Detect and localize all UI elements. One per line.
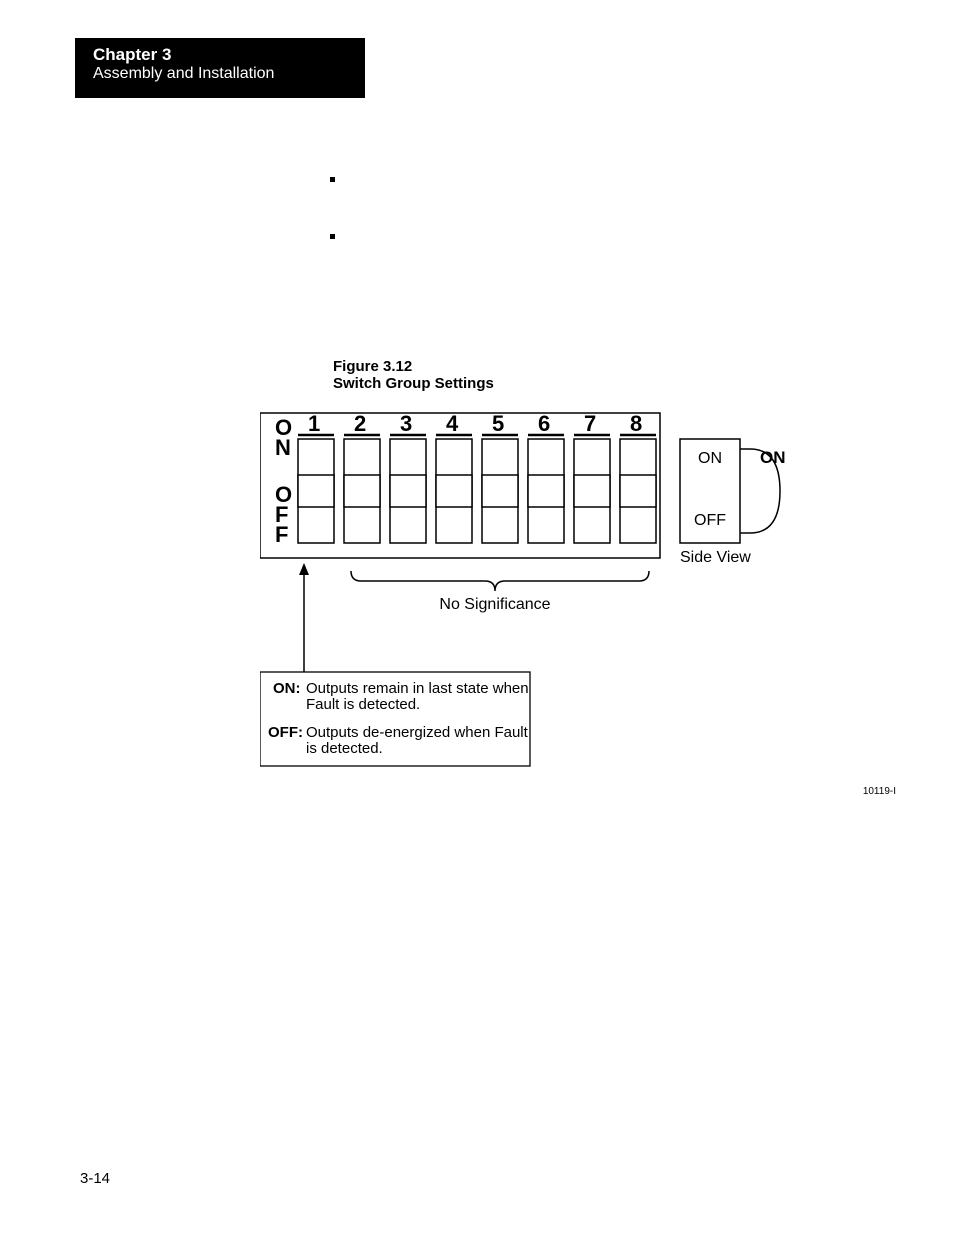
callout-on-prefix: ON:: [273, 680, 301, 697]
doc-id: 10119-I: [863, 786, 896, 797]
sideview-on-label: ON: [698, 450, 722, 467]
switch-number-1: 1: [308, 411, 320, 436]
svg-text:N: N: [275, 435, 291, 460]
switch-number-2: 2: [354, 411, 366, 436]
figure-caption: Figure 3.12 Switch Group Settings: [333, 358, 494, 392]
sideview-bold-on: ON: [760, 448, 786, 467]
figure-number: Figure 3.12: [333, 358, 494, 375]
sideview-off-label: OFF: [694, 512, 726, 529]
chapter-subtitle: Assembly and Installation: [93, 65, 347, 83]
callout-box: ON: Outputs remain in last state when Fa…: [260, 672, 530, 766]
callout-off-prefix: OFF:: [268, 724, 303, 741]
chapter-title: Chapter 3: [93, 46, 347, 65]
switch-number-7: 7: [584, 411, 596, 436]
sideview-caption: Side View: [680, 549, 751, 566]
callout-off-line2: is detected.: [306, 740, 383, 757]
switch-diagram: O N O F F 1 2 3 4: [260, 405, 885, 775]
switch-number-4: 4: [446, 411, 459, 436]
no-significance-brace: No Significance: [351, 571, 649, 613]
page-number: 3-14: [80, 1170, 110, 1187]
bullet-icon: [330, 177, 335, 182]
bullet-icon: [330, 234, 335, 239]
switch-number-5: 5: [492, 411, 504, 436]
chapter-banner: Chapter 3 Assembly and Installation: [75, 38, 365, 98]
callout-on-line1: Outputs remain in last state when: [306, 680, 529, 697]
callout-off-line1: Outputs de-energized when Fault: [306, 724, 529, 741]
no-significance-label: No Significance: [439, 596, 550, 613]
arrow-to-callout: [299, 563, 309, 672]
svg-text:F: F: [275, 522, 288, 547]
switch-number-3: 3: [400, 411, 412, 436]
switch-number-8: 8: [630, 411, 642, 436]
callout-on-line2: Fault is detected.: [306, 696, 420, 713]
switch-number-6: 6: [538, 411, 550, 436]
figure-title: Switch Group Settings: [333, 375, 494, 392]
side-view: ON OFF Side View ON: [680, 439, 786, 566]
